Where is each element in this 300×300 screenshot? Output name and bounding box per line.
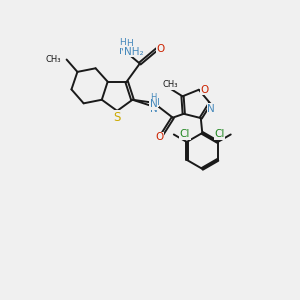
Text: O: O [155,132,164,142]
Text: H: H [118,42,124,51]
Text: S: S [113,111,121,124]
Text: O: O [156,44,165,54]
Text: CH₃: CH₃ [163,80,178,89]
Text: O: O [200,85,208,95]
Text: Cl: Cl [180,130,190,140]
Text: N: N [207,103,215,114]
Text: H: H [150,93,157,102]
Text: NH₂: NH₂ [124,46,143,57]
Text: N: N [149,99,157,109]
Text: Cl: Cl [214,130,225,140]
Text: H: H [126,39,133,48]
Text: H: H [152,98,159,107]
Text: CH₃: CH₃ [46,55,61,64]
Text: H: H [119,38,126,47]
Text: N: N [150,104,158,114]
Text: N: N [119,46,127,56]
